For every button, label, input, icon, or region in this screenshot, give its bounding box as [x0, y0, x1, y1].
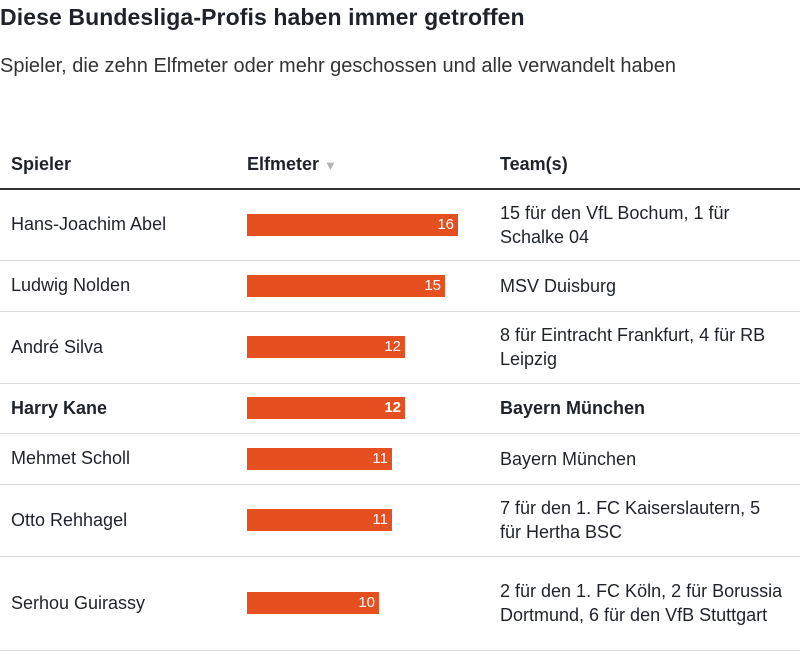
team-text: Bayern München [500, 433, 800, 485]
penalty-value-label: 16 [437, 215, 454, 233]
column-header-player[interactable]: Spieler [0, 140, 247, 190]
chart-title: Diese Bundesliga-Profis haben immer getr… [0, 4, 525, 30]
table-row: Mehmet Scholl 11 Bayern München [0, 433, 800, 485]
penalty-bar-cell: 12 [247, 383, 500, 434]
penalty-bar-cell: 11 [247, 433, 500, 485]
penalty-value-label: 11 [372, 449, 388, 467]
table-row: Otto Rehhagel 11 7 für den 1. FC Kaisersla… [0, 484, 800, 557]
player-name: Serhou Guirassy [0, 556, 247, 651]
penalty-bar-cell: 12 [247, 311, 500, 384]
column-header-player-label: Spieler [11, 153, 72, 174]
penalty-value-label: 10 [358, 594, 375, 611]
table-header-row: Spieler Elfmeter ▼ Team(s) [0, 140, 800, 190]
player-name: André Silva [0, 311, 247, 384]
penalty-bar: 15 [247, 274, 445, 297]
table-row: Hans-Joachim Abel 16 15 für den VfL Bochum… [0, 189, 800, 261]
table-row: Serhou Guirassy 10 2 für den 1. FC Köln, 2… [0, 556, 800, 651]
penalty-value-label: 12 [384, 399, 401, 416]
player-name: Hans-Joachim Abel [0, 189, 247, 261]
table-body: Hans-Joachim Abel 16 15 für den VfL Bochum… [0, 189, 800, 651]
column-header-penalties[interactable]: Elfmeter ▼ [247, 140, 500, 190]
penalty-bar: 16 [247, 213, 458, 236]
team-text: 7 für den 1. FC Kaiserslautern, 5 für He… [500, 484, 800, 557]
penalty-bar-cell: 16 [247, 189, 500, 261]
team-text: 15 für den VfL Bochum, 1 für Schalke 04 [500, 189, 800, 261]
column-header-teams-label: Team(s) [500, 153, 568, 174]
penalty-bar: 12 [247, 397, 405, 419]
penalty-bar: 11 [247, 509, 392, 531]
penalty-bar: 10 [247, 592, 379, 614]
penalty-bar: 12 [247, 336, 405, 358]
chart-subtitle: Spieler, die zehn Elfmeter oder mehr ges… [0, 55, 676, 77]
penalty-table: Spieler Elfmeter ▼ Team(s) Hans-Joachim A… [0, 140, 800, 651]
player-name: Mehmet Scholl [0, 433, 247, 485]
team-text: 8 für Eintracht Frankfurt, 4 für RB Leip… [500, 311, 800, 384]
penalty-bar-cell: 11 [247, 484, 500, 557]
table-row: André Silva 12 8 für Eintracht Frankfurt, … [0, 311, 800, 384]
player-name: Otto Rehhagel [0, 484, 247, 557]
team-text: MSV Duisburg [500, 260, 800, 312]
column-header-teams[interactable]: Team(s) [500, 140, 800, 190]
penalty-bar: 11 [247, 447, 392, 470]
player-name: Ludwig Nolden [0, 260, 247, 312]
penalty-value-label: 12 [384, 338, 401, 355]
sort-descending-icon[interactable]: ▼ [324, 157, 337, 173]
penalty-bar-cell: 10 [247, 556, 500, 651]
penalty-bar-cell: 15 [247, 260, 500, 312]
player-name: Harry Kane [0, 383, 247, 434]
column-header-penalties-label: Elfmeter [247, 153, 320, 174]
team-text: 2 für den 1. FC Köln, 2 für Borussia Dor… [500, 556, 800, 651]
table-row: Harry Kane 12 Bayern München [0, 383, 800, 434]
penalty-value-label: 15 [424, 276, 441, 294]
table-row: Ludwig Nolden 15 MSV Duisburg [0, 260, 800, 312]
team-text: Bayern München [500, 383, 800, 434]
penalty-value-label: 11 [372, 511, 388, 528]
